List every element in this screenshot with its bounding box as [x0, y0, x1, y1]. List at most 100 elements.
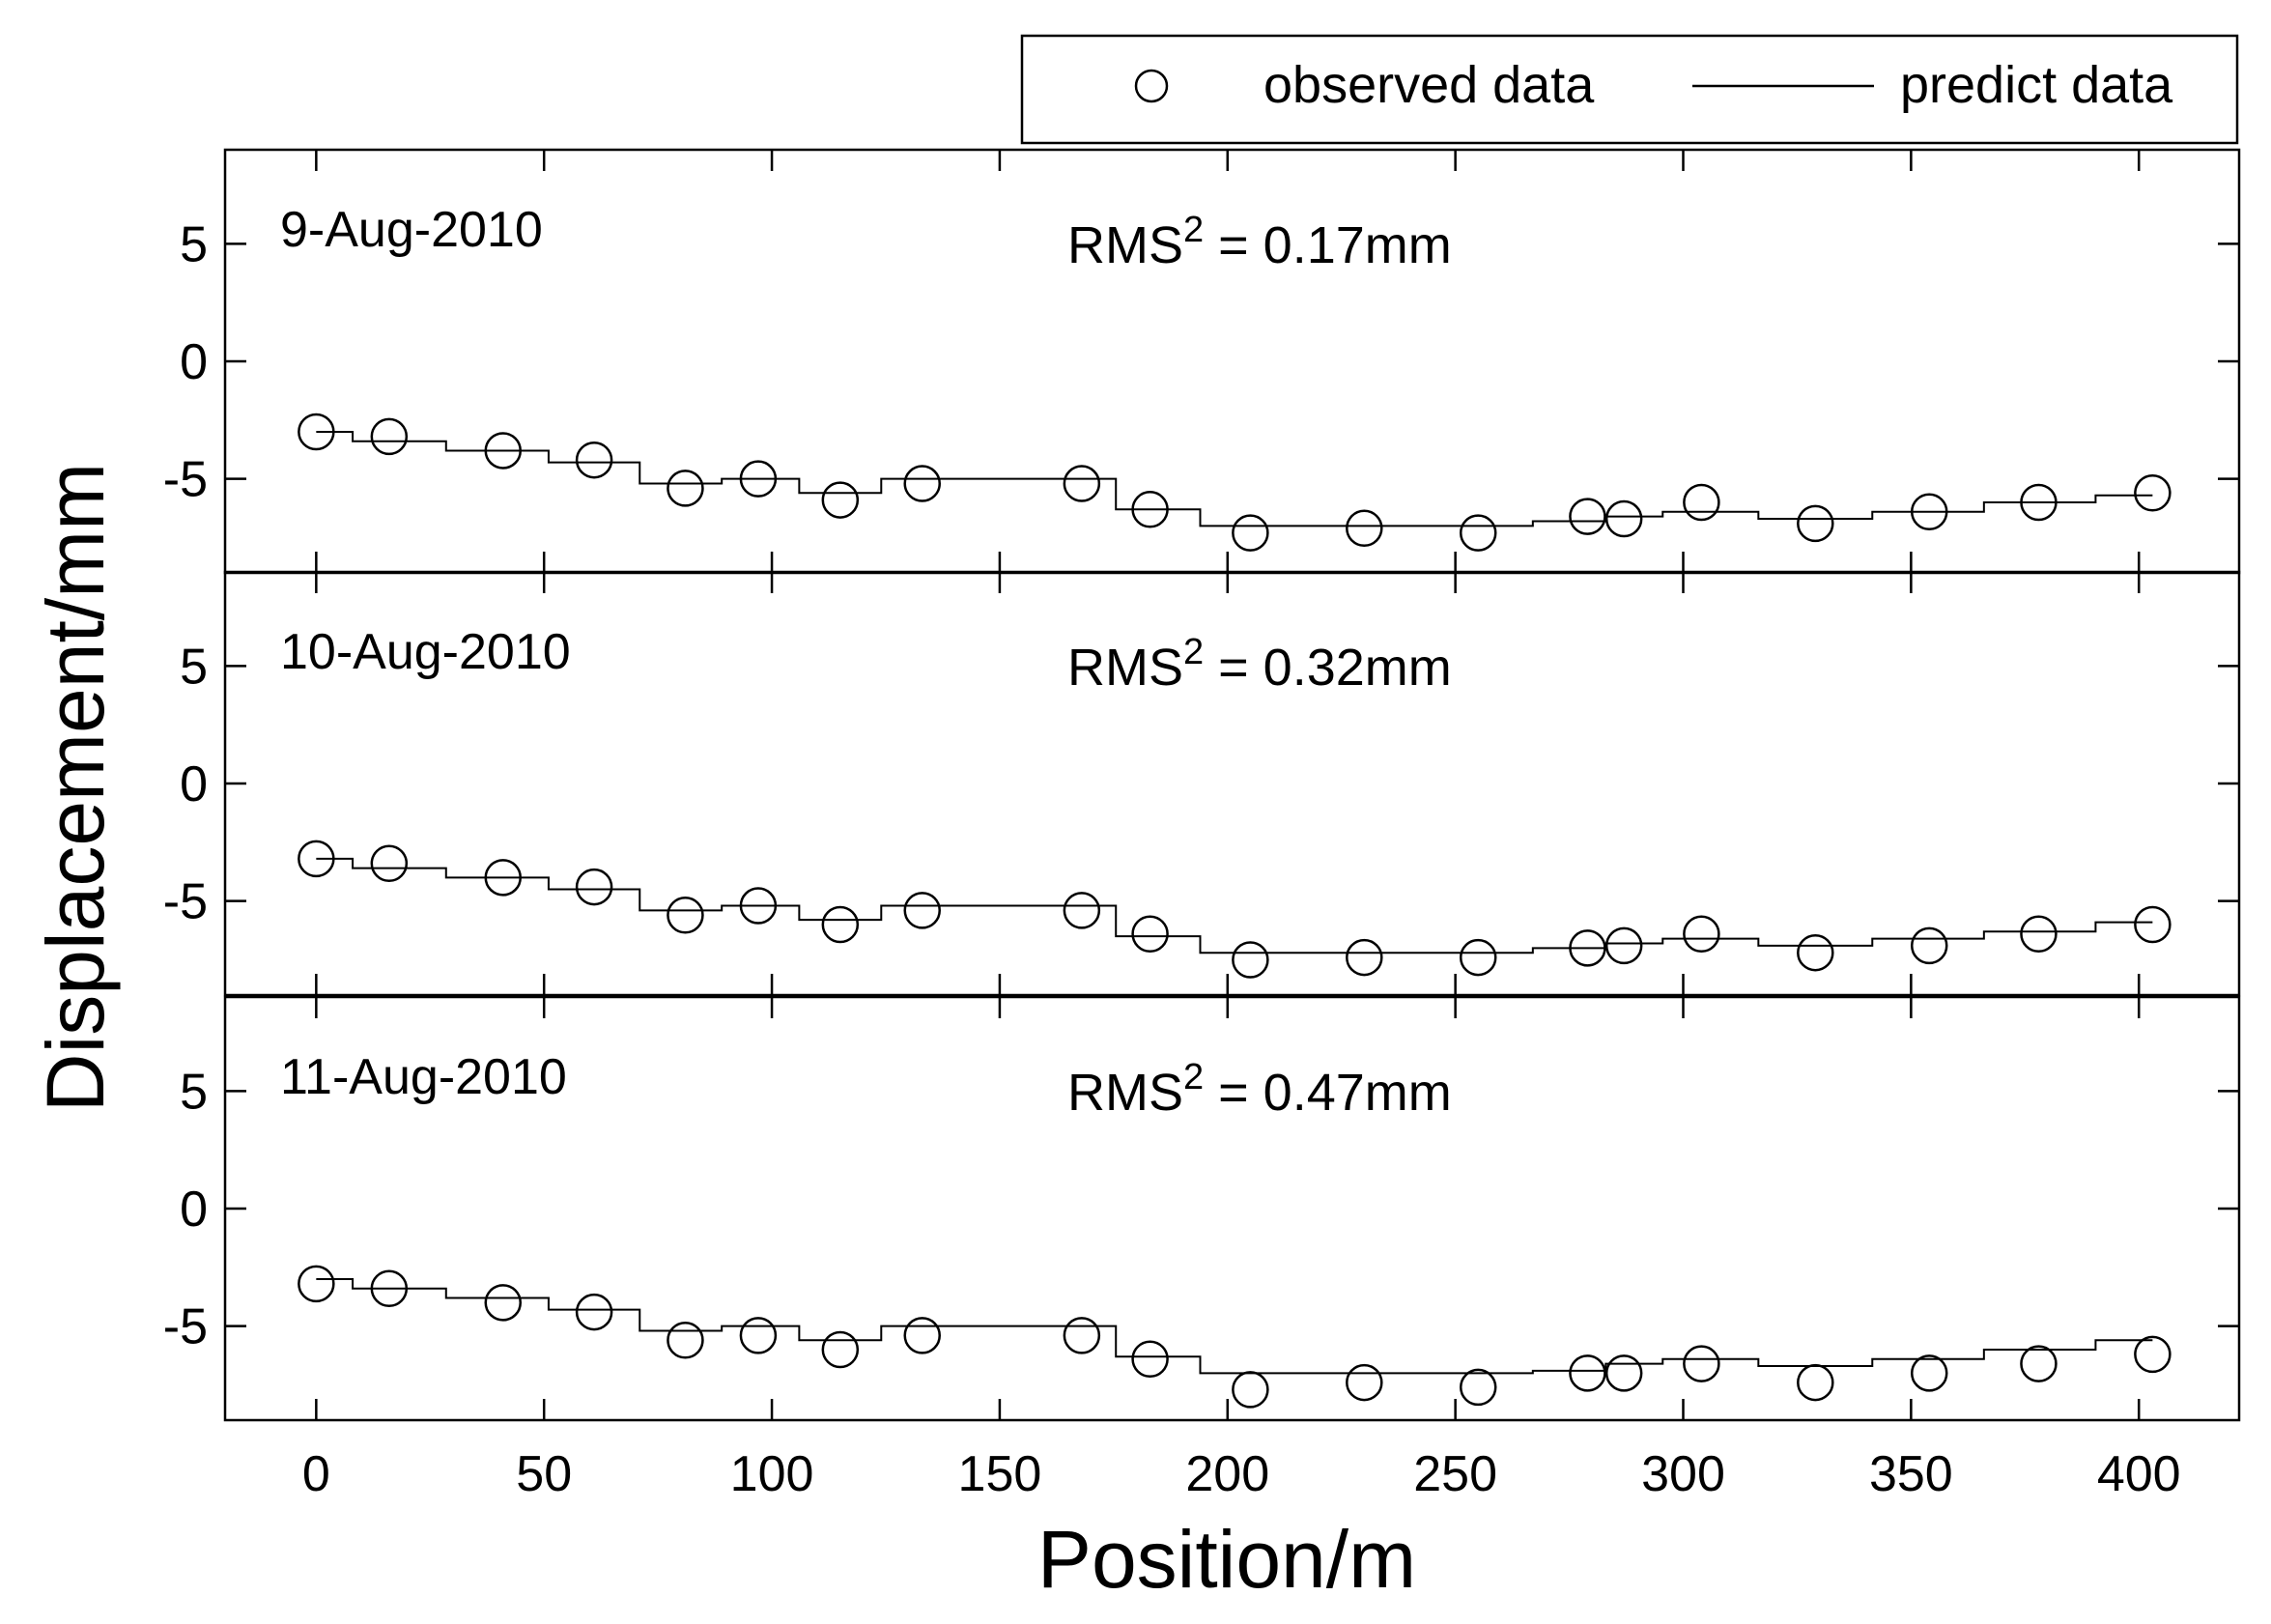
observed-point — [739, 887, 778, 925]
observed-point — [1683, 915, 1720, 953]
panel-2: 5 0 -5 10-Aug-2010 RMS2 = 0.32mm — [163, 570, 2241, 997]
observed-point — [1131, 1340, 1169, 1378]
observed-point — [1063, 892, 1101, 929]
x-axis-label: Position/m — [1037, 1514, 1416, 1605]
observed-point — [1459, 1368, 1497, 1407]
observed-point — [1604, 926, 1643, 965]
observed-point — [2020, 915, 2058, 953]
panel-date-label: 11-Aug-2010 — [280, 1049, 567, 1105]
x-tick-label: 250 — [1413, 1446, 1497, 1502]
rms-annotation: RMS2 = 0.47mm — [1067, 1057, 1452, 1122]
observed-point — [739, 460, 778, 498]
observed-point — [1797, 933, 1834, 972]
predicted-line — [316, 857, 2153, 954]
observed-point — [1683, 483, 1720, 522]
observed-point — [1604, 499, 1643, 538]
plot-area: 5 0 -5 9-Aug-2010 RMS2 = 0.17mm 5 0 -5 10-Aug-20… — [163, 148, 2241, 1422]
predicted-line — [316, 1278, 2153, 1375]
y-tick-label: -5 — [163, 452, 208, 508]
observed-point — [821, 481, 860, 519]
observed-point — [575, 868, 613, 906]
observed-point — [2134, 1335, 2172, 1374]
observed-point — [1604, 1354, 1643, 1392]
observed-point — [1459, 514, 1497, 552]
legend-predict-label: predict data — [1900, 56, 2173, 114]
observed-point — [1569, 929, 1606, 967]
legend: observed data predict data — [1020, 34, 2239, 145]
observed-point — [1232, 941, 1269, 979]
observed-point — [1131, 491, 1169, 528]
observed-point — [1683, 1345, 1720, 1382]
observed-point — [1232, 514, 1269, 552]
y-tick-label: -5 — [163, 1299, 208, 1355]
panel-1: 5 0 -5 9-Aug-2010 RMS2 = 0.17mm — [163, 148, 2241, 575]
x-tick-label: 350 — [1869, 1446, 1953, 1502]
observed-point — [370, 1269, 409, 1307]
x-tick-label: 100 — [730, 1446, 814, 1502]
observed-point — [2134, 905, 2172, 944]
observed-point — [821, 1330, 860, 1369]
observed-point — [1797, 1363, 1834, 1402]
x-tick-label: 50 — [516, 1446, 572, 1502]
observed-point — [2134, 474, 2172, 512]
observed-point — [1346, 509, 1383, 548]
legend-observed-marker — [1134, 69, 1169, 103]
y-tick-label: 5 — [180, 216, 208, 272]
observed-point — [739, 1317, 778, 1354]
observed-point — [1910, 1354, 1948, 1392]
observed-point — [1232, 1371, 1269, 1409]
y-tick-label: 0 — [180, 756, 208, 812]
panel-3: 5 0 -5 11-Aug-2010 RMS2 = 0.47mm — [163, 995, 2241, 1422]
observed-point — [1063, 465, 1101, 502]
x-tick-label: 400 — [2097, 1446, 2181, 1502]
observed-point — [1569, 498, 1606, 535]
panel-date-label: 9-Aug-2010 — [280, 202, 543, 258]
y-tick-label: 0 — [180, 334, 208, 390]
observed-point — [1346, 938, 1383, 977]
observed-point — [821, 905, 860, 944]
rms-annotation: RMS2 = 0.32mm — [1067, 632, 1452, 697]
observed-point — [298, 1265, 335, 1303]
observed-point — [667, 1322, 704, 1359]
observed-point — [484, 432, 522, 470]
observed-point — [370, 844, 409, 882]
observed-point — [1910, 493, 1948, 530]
observed-point — [2020, 1345, 2058, 1382]
observed-point — [575, 441, 613, 479]
x-tick-label: 150 — [958, 1446, 1042, 1502]
y-axis-label: Displacement/mm — [30, 463, 121, 1112]
x-tick-label: 300 — [1641, 1446, 1725, 1502]
observed-point — [903, 1317, 941, 1354]
y-tick-label: 5 — [180, 639, 208, 695]
x-tick-label: 200 — [1185, 1446, 1269, 1502]
observed-point — [1797, 504, 1834, 543]
observed-point — [1346, 1363, 1383, 1402]
observed-point — [298, 413, 335, 451]
observed-point — [1910, 926, 1948, 965]
observed-point — [1459, 938, 1497, 977]
observed-point — [370, 417, 409, 456]
observed-point — [298, 840, 335, 878]
y-tick-label: -5 — [163, 874, 208, 930]
observed-point — [484, 1284, 522, 1322]
predicted-line — [316, 431, 2153, 527]
observed-point — [2020, 483, 2058, 522]
y-tick-label: 5 — [180, 1064, 208, 1120]
y-tick-label: 0 — [180, 1182, 208, 1238]
legend-box — [1020, 34, 2239, 145]
rms-annotation: RMS2 = 0.17mm — [1067, 210, 1452, 274]
x-tick-label: 0 — [302, 1446, 330, 1502]
observed-point — [1063, 1317, 1101, 1354]
observed-point — [903, 465, 941, 502]
observed-point — [484, 859, 522, 897]
observed-point — [1569, 1354, 1606, 1392]
legend-observed-label: observed data — [1263, 56, 1595, 114]
observed-point — [667, 897, 704, 934]
x-axis: 0 50 100 150 200 250 300 350 400 — [302, 1446, 2181, 1502]
panel-date-label: 10-Aug-2010 — [280, 624, 571, 680]
observed-point — [667, 470, 704, 507]
observed-point — [1131, 915, 1169, 953]
observed-point — [903, 892, 941, 929]
observed-point — [575, 1293, 613, 1331]
